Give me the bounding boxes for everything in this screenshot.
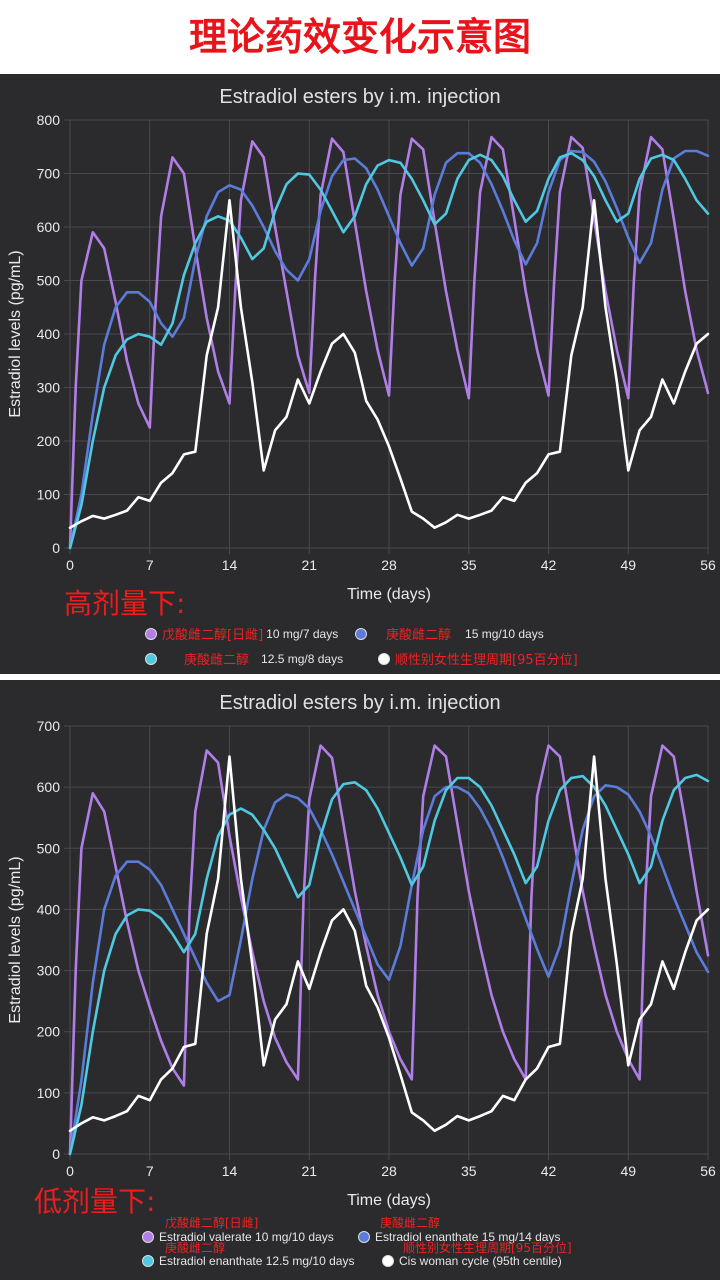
x-tick-label: 56 bbox=[700, 557, 716, 573]
x-tick-label: 7 bbox=[146, 557, 154, 573]
x-tick-label: 42 bbox=[541, 1163, 557, 1179]
legend-annotation-enanthate-a-cn: 庚酸雌二醇 bbox=[380, 1216, 441, 1230]
legend-item-enanthate-b[interactable]: 庚酸雌二醇 12.5 mg/8 days bbox=[145, 649, 343, 668]
legend-label-enanthate-a-dose: 15 mg/10 days bbox=[465, 626, 544, 641]
y-tick-label: 100 bbox=[37, 487, 61, 503]
series-line-cis bbox=[68, 755, 710, 1133]
x-tick-label: 0 bbox=[66, 557, 74, 573]
legend-swatch-enanthate-b bbox=[145, 652, 157, 665]
y-tick-label: 300 bbox=[37, 380, 61, 396]
x-tick-label: 28 bbox=[381, 1163, 397, 1179]
legend-label-enanthate-b-dose: 12.5 mg/8 days bbox=[261, 651, 344, 666]
series-line-enanthate-b bbox=[68, 151, 710, 550]
x-tick-label: 49 bbox=[620, 1163, 636, 1179]
legend-item-valerate[interactable]: 戊酸雌二醇[日雌] 10 mg/7 days bbox=[145, 624, 338, 643]
x-tick-label: 14 bbox=[222, 557, 238, 573]
legend-item-cis[interactable]: Cis woman cycle (95th centile) bbox=[382, 1254, 562, 1268]
page-title: 理论药效变化示意图 bbox=[188, 15, 531, 59]
legend-label-enanthate-b-cn: 庚酸雌二醇 bbox=[184, 653, 250, 668]
legend-annotation-cis-cn: 顺性别女性生理周期[95百分位] bbox=[403, 1241, 572, 1255]
series-line-valerate bbox=[68, 744, 710, 1156]
x-tick-label: 28 bbox=[381, 557, 397, 573]
y-tick-label: 0 bbox=[52, 540, 60, 556]
series-line-enanthate-a bbox=[68, 149, 710, 550]
y-tick-label: 700 bbox=[37, 166, 61, 182]
y-tick-label: 400 bbox=[37, 901, 61, 917]
y-tick-label: 700 bbox=[37, 718, 61, 734]
y-tick-label: 100 bbox=[37, 1085, 61, 1101]
chart-panel-high-dose: Estradiol esters by i.m. injection 0 100 20… bbox=[0, 74, 720, 674]
y-tick-label: 0 bbox=[52, 1146, 60, 1162]
legend-swatch-valerate bbox=[145, 627, 157, 640]
legend-swatch-enanthate-b bbox=[142, 1255, 154, 1267]
y-tick-label: 600 bbox=[37, 779, 61, 795]
chart-low-dose: Estradiol esters by i.m. injection 0 100 20… bbox=[7, 692, 716, 1209]
legend-label-enanthate-a: Estradiol enanthate 15 mg/14 days bbox=[375, 1230, 561, 1244]
x-tick-label: 49 bbox=[620, 557, 636, 573]
x-tick-label: 35 bbox=[461, 557, 477, 573]
chart-title: Estradiol esters by i.m. injection bbox=[219, 86, 500, 108]
legend-swatch-cis bbox=[378, 652, 390, 665]
y-axis-label: Estradiol levels (pg/mL) bbox=[7, 250, 24, 417]
x-tick-label: 35 bbox=[461, 1163, 477, 1179]
x-axis-label: Time (days) bbox=[347, 1192, 431, 1209]
x-tick-label: 0 bbox=[66, 1163, 74, 1179]
high-dose-note: 高剂量下: bbox=[64, 587, 186, 620]
chart-title: Estradiol esters by i.m. injection bbox=[219, 692, 500, 714]
legend-item-enanthate-a[interactable]: Estradiol enanthate 15 mg/14 days bbox=[358, 1230, 560, 1244]
legend-label-enanthate-a-cn: 庚酸雌二醇 bbox=[386, 628, 452, 643]
legend-label-valerate: Estradiol valerate 10 mg/10 days bbox=[159, 1230, 334, 1244]
legend-label-cis-cn: 顺性别女性生理周期[95百分位] bbox=[395, 653, 578, 668]
x-axis-label: Time (days) bbox=[347, 586, 431, 603]
legend-item-cis[interactable]: 顺性别女性生理周期[95百分位] bbox=[378, 649, 578, 668]
x-tick-label: 7 bbox=[146, 1163, 154, 1179]
legend-item-enanthate-a[interactable]: 庚酸雌二醇 15 mg/10 days bbox=[355, 624, 544, 643]
legend-swatch-enanthate-a bbox=[358, 1231, 370, 1243]
legend-swatch-valerate bbox=[142, 1231, 154, 1243]
series-line-enanthate-a bbox=[68, 784, 710, 1156]
y-tick-label: 500 bbox=[37, 273, 61, 289]
legend-label-enanthate-b: Estradiol enanthate 12.5 mg/10 days bbox=[159, 1254, 355, 1268]
legend-swatch-enanthate-a bbox=[355, 627, 367, 640]
legend-item-valerate[interactable]: Estradiol valerate 10 mg/10 days bbox=[142, 1230, 334, 1244]
x-tick-label: 21 bbox=[301, 1163, 317, 1179]
y-tick-label: 500 bbox=[37, 840, 61, 856]
x-tick-label: 21 bbox=[301, 557, 317, 573]
legend-label-valerate-cn: 戊酸雌二醇[日雌] bbox=[162, 628, 264, 643]
legend-annotation-enanthate-b-cn: 庚酸雌二醇 bbox=[165, 1241, 226, 1255]
x-tick-label: 42 bbox=[541, 557, 557, 573]
chart-high-dose: Estradiol esters by i.m. injection 0 100 20… bbox=[7, 86, 716, 603]
y-tick-label: 300 bbox=[37, 963, 61, 979]
legend-label-cis: Cis woman cycle (95th centile) bbox=[399, 1254, 562, 1268]
series-line-enanthate-b bbox=[68, 773, 710, 1156]
x-tick-label: 56 bbox=[700, 1163, 716, 1179]
legend-annotation-valerate-cn: 戊酸雌二醇[日雌] bbox=[165, 1216, 259, 1230]
y-tick-label: 400 bbox=[37, 326, 61, 342]
chart-panel-low-dose: Estradiol esters by i.m. injection 0 100 20… bbox=[0, 680, 720, 1280]
low-dose-note: 低剂量下: bbox=[34, 1185, 156, 1218]
y-tick-label: 800 bbox=[37, 112, 61, 128]
legend-label-valerate-dose: 10 mg/7 days bbox=[266, 626, 339, 641]
y-tick-label: 200 bbox=[37, 1024, 61, 1040]
y-tick-label: 200 bbox=[37, 433, 61, 449]
legend-swatch-cis bbox=[382, 1255, 394, 1267]
y-axis-label: Estradiol levels (pg/mL) bbox=[7, 856, 24, 1023]
series-line-cis bbox=[68, 199, 710, 529]
legend-item-enanthate-b[interactable]: Estradiol enanthate 12.5 mg/10 days bbox=[142, 1254, 354, 1268]
y-tick-label: 600 bbox=[37, 219, 61, 235]
x-tick-label: 14 bbox=[222, 1163, 238, 1179]
